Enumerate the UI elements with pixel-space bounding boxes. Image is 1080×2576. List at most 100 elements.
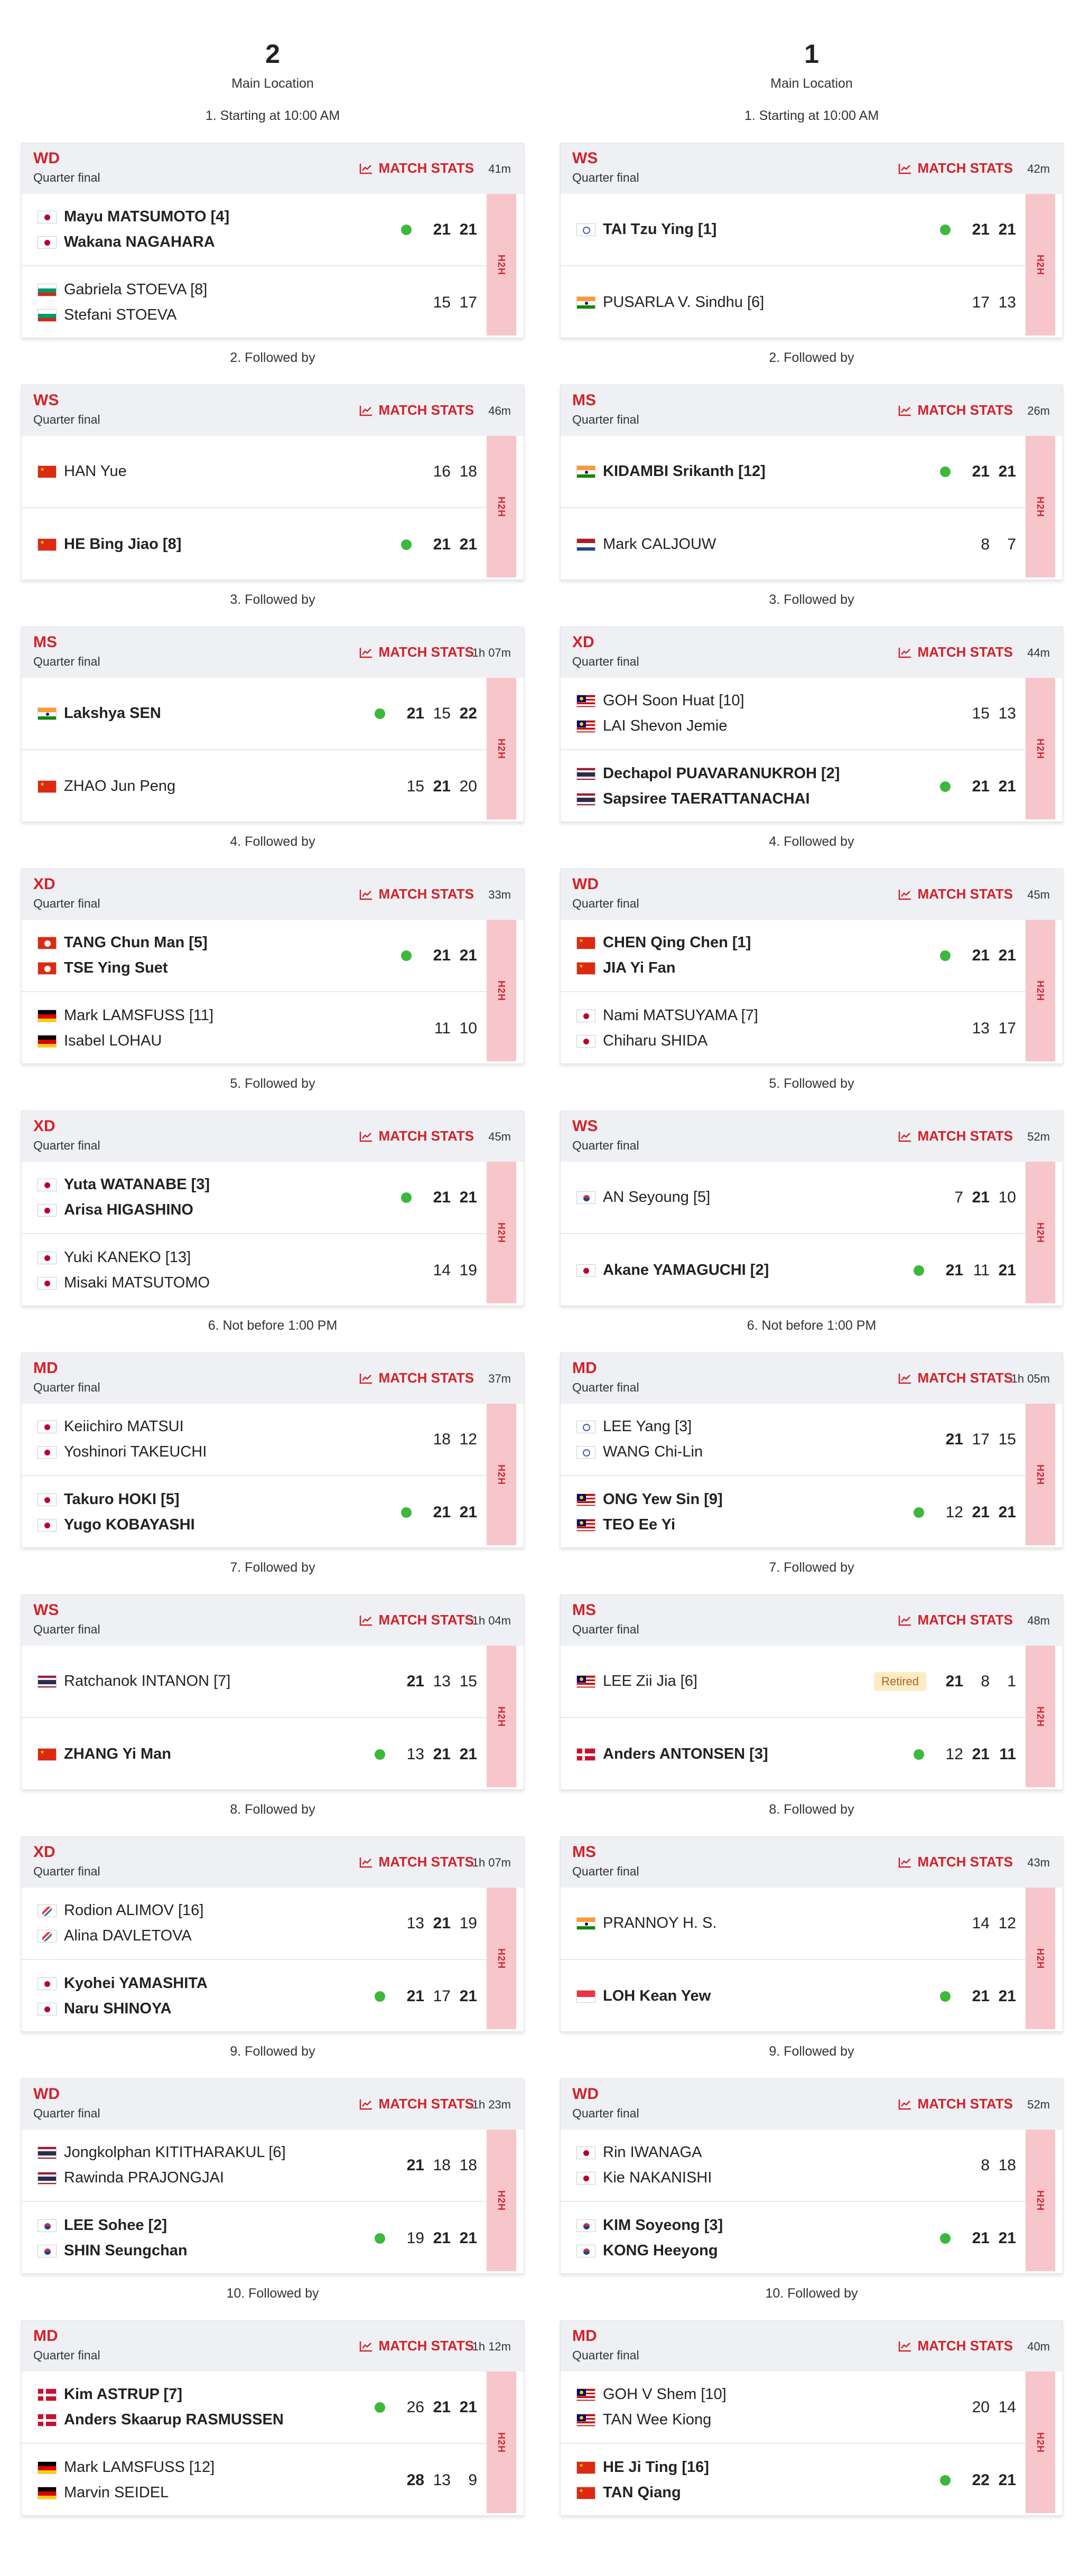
player-entry[interactable]: Arisa HIGASHINO — [38, 1198, 210, 1223]
player-entry[interactable]: Kie NAKANISHI — [576, 2166, 712, 2191]
h2h-button[interactable]: H2H — [487, 436, 516, 577]
match-stats-link[interactable]: MATCH STATS — [359, 1854, 474, 1870]
match-stats-link[interactable]: MATCH STATS — [359, 886, 474, 902]
player-entry[interactable]: Yuki KANEKO [13] — [38, 1245, 210, 1271]
match-stats-link[interactable]: MATCH STATS — [359, 402, 474, 418]
h2h-button[interactable]: H2H — [1026, 1888, 1055, 2029]
player-entry[interactable]: TANG Chun Man [5] — [38, 930, 208, 956]
match-card[interactable]: XD Quarter final MATCH STATS 1h 07m Rodi… — [21, 1836, 524, 2032]
player-entry[interactable]: Anders Skaarup RASMUSSEN — [38, 2407, 284, 2433]
player-entry[interactable]: Naru SHINOYA — [38, 1996, 208, 2022]
match-stats-link[interactable]: MATCH STATS — [359, 1370, 474, 1386]
player-entry[interactable]: Rawinda PRAJONGJAI — [38, 2166, 286, 2191]
match-stats-link[interactable]: MATCH STATS — [898, 1128, 1013, 1144]
player-entry[interactable]: Sapsiree TAERATTANACHAI — [576, 787, 840, 812]
match-card[interactable]: MS Quarter final MATCH STATS 26m KIDAMBI… — [560, 385, 1063, 580]
player-entry[interactable]: TAI Tzu Ying [1] — [576, 217, 716, 242]
player-entry[interactable]: PUSARLA V. Sindhu [6] — [576, 290, 764, 315]
match-card[interactable]: WD Quarter final MATCH STATS 45m CHEN Qi… — [560, 869, 1063, 1064]
player-entry[interactable]: GOH Soon Huat [10] — [576, 688, 744, 714]
h2h-button[interactable]: H2H — [1026, 2130, 1055, 2271]
match-card[interactable]: WD Quarter final MATCH STATS 41m Mayu MA… — [21, 143, 524, 338]
match-card[interactable]: XD Quarter final MATCH STATS 45m Yuta WA… — [21, 1110, 524, 1306]
player-entry[interactable]: KIM Soyeong [3] — [576, 2213, 723, 2238]
player-entry[interactable]: GOH V Shem [10] — [576, 2382, 727, 2407]
player-entry[interactable]: LEE Zii Jia [6] — [576, 1669, 697, 1694]
player-entry[interactable]: Stefani STOEVA — [38, 303, 207, 328]
match-card[interactable]: XD Quarter final MATCH STATS 44m GOH Soo… — [560, 627, 1063, 822]
match-card[interactable]: WS Quarter final MATCH STATS 1h 04m Ratc… — [21, 1594, 524, 1790]
match-stats-link[interactable]: MATCH STATS — [898, 644, 1013, 660]
player-entry[interactable]: KIDAMBI Srikanth [12] — [576, 459, 766, 484]
h2h-button[interactable]: H2H — [487, 920, 516, 1061]
player-entry[interactable]: SHIN Seungchan — [38, 2238, 188, 2264]
player-entry[interactable]: ZHAO Jun Peng — [38, 774, 175, 799]
h2h-button[interactable]: H2H — [1026, 678, 1055, 819]
player-entry[interactable]: Keiichiro MATSUI — [38, 1414, 207, 1440]
player-entry[interactable]: Ratchanok INTANON [7] — [38, 1669, 230, 1694]
player-entry[interactable]: Isabel LOHAU — [38, 1029, 213, 1054]
h2h-button[interactable]: H2H — [1026, 920, 1055, 1061]
player-entry[interactable]: Misaki MATSUTOMO — [38, 1271, 210, 1296]
player-entry[interactable]: HE Ji Ting [16] — [576, 2455, 709, 2480]
player-entry[interactable]: HE Bing Jiao [8] — [38, 532, 181, 557]
player-entry[interactable]: ZHANG Yi Man — [38, 1742, 171, 1767]
player-entry[interactable]: LEE Yang [3] — [576, 1414, 703, 1440]
player-entry[interactable]: WANG Chi-Lin — [576, 1440, 703, 1465]
match-card[interactable]: MD Quarter final MATCH STATS 37m Keiichi… — [21, 1352, 524, 1548]
match-stats-link[interactable]: MATCH STATS — [898, 1854, 1013, 1870]
player-entry[interactable]: JIA Yi Fan — [576, 956, 751, 981]
player-entry[interactable]: AN Seyoung [5] — [576, 1185, 710, 1210]
player-entry[interactable]: Anders ANTONSEN [3] — [576, 1742, 768, 1767]
player-entry[interactable]: Mark LAMSFUSS [11] — [38, 1003, 213, 1029]
match-stats-link[interactable]: MATCH STATS — [359, 2338, 474, 2354]
match-card[interactable]: MS Quarter final MATCH STATS 48m LEE Zii… — [560, 1594, 1063, 1790]
match-card[interactable]: MD Quarter final MATCH STATS 40m GOH V S… — [560, 2320, 1063, 2516]
h2h-button[interactable]: H2H — [487, 1888, 516, 2029]
h2h-button[interactable]: H2H — [487, 1404, 516, 1545]
player-entry[interactable]: KONG Heeyong — [576, 2238, 723, 2264]
match-stats-link[interactable]: MATCH STATS — [898, 886, 1013, 902]
match-card[interactable]: WS Quarter final MATCH STATS 52m AN Seyo… — [560, 1110, 1063, 1306]
match-stats-link[interactable]: MATCH STATS — [898, 2338, 1013, 2354]
player-entry[interactable]: Wakana NAGAHARA — [38, 230, 229, 255]
h2h-button[interactable]: H2H — [487, 2130, 516, 2271]
match-card[interactable]: WD Quarter final MATCH STATS 52m Rin IWA… — [560, 2078, 1063, 2274]
match-card[interactable]: MS Quarter final MATCH STATS 43m PRANNOY… — [560, 1836, 1063, 2032]
h2h-button[interactable]: H2H — [487, 678, 516, 819]
match-card[interactable]: MD Quarter final MATCH STATS 1h 12m Kim … — [21, 2320, 524, 2516]
player-entry[interactable]: Lakshya SEN — [38, 701, 161, 726]
h2h-button[interactable]: H2H — [1026, 2372, 1055, 2513]
player-entry[interactable]: LEE Sohee [2] — [38, 2213, 188, 2238]
player-entry[interactable]: Yoshinori TAKEUCHI — [38, 1440, 207, 1465]
match-stats-link[interactable]: MATCH STATS — [898, 402, 1013, 418]
player-entry[interactable]: Chiharu SHIDA — [576, 1029, 758, 1054]
player-entry[interactable]: CHEN Qing Chen [1] — [576, 930, 751, 956]
h2h-button[interactable]: H2H — [1026, 1162, 1055, 1303]
player-entry[interactable]: Marvin SEIDEL — [38, 2480, 215, 2506]
match-stats-link[interactable]: MATCH STATS — [898, 1612, 1013, 1628]
h2h-button[interactable]: H2H — [487, 1162, 516, 1303]
player-entry[interactable]: Kyohei YAMASHITA — [38, 1971, 208, 1996]
h2h-button[interactable]: H2H — [1026, 194, 1055, 335]
player-entry[interactable]: HAN Yue — [38, 459, 127, 484]
match-card[interactable]: MS Quarter final MATCH STATS 1h 07m Laks… — [21, 627, 524, 822]
match-card[interactable]: WD Quarter final MATCH STATS 1h 23m Jong… — [21, 2078, 524, 2274]
player-entry[interactable]: Dechapol PUAVARANUKROH [2] — [576, 761, 840, 787]
player-entry[interactable]: Rin IWANAGA — [576, 2140, 712, 2166]
player-entry[interactable]: TSE Ying Suet — [38, 956, 208, 981]
match-stats-link[interactable]: MATCH STATS — [359, 644, 474, 660]
player-entry[interactable]: Alina DAVLETOVA — [38, 1924, 203, 1949]
match-card[interactable]: XD Quarter final MATCH STATS 33m TANG Ch… — [21, 869, 524, 1064]
player-entry[interactable]: ONG Yew Sin [9] — [576, 1487, 723, 1513]
match-card[interactable]: MD Quarter final MATCH STATS 1h 05m LEE … — [560, 1352, 1063, 1548]
player-entry[interactable]: Mark LAMSFUSS [12] — [38, 2455, 215, 2480]
player-entry[interactable]: Mayu MATSUMOTO [4] — [38, 204, 229, 230]
match-stats-link[interactable]: MATCH STATS — [359, 2096, 474, 2112]
h2h-button[interactable]: H2H — [1026, 436, 1055, 577]
match-stats-link[interactable]: MATCH STATS — [359, 160, 474, 176]
player-entry[interactable]: Yugo KOBAYASHI — [38, 1513, 195, 1538]
player-entry[interactable]: Yuta WATANABE [3] — [38, 1172, 210, 1198]
match-stats-link[interactable]: MATCH STATS — [898, 2096, 1013, 2112]
match-card[interactable]: WS Quarter final MATCH STATS 42m TAI Tzu… — [560, 143, 1063, 338]
